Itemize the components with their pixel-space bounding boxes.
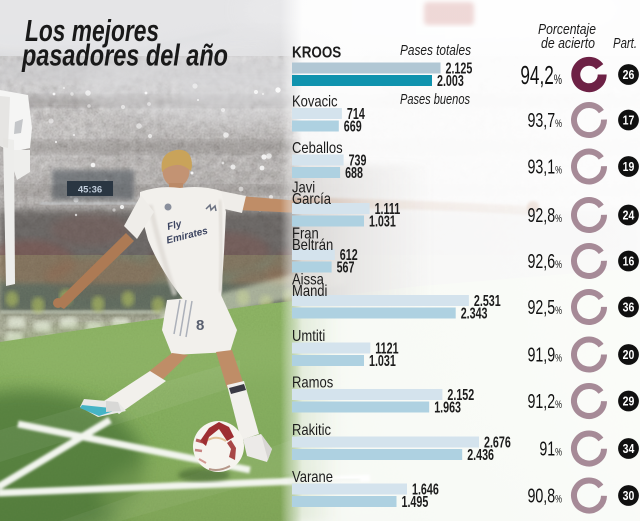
svg-text:2.531: 2.531 (474, 292, 501, 310)
svg-text:36: 36 (623, 301, 635, 315)
svg-text:García: García (292, 191, 331, 208)
svg-text:20: 20 (623, 348, 635, 362)
svg-text:de acierto: de acierto (541, 35, 595, 52)
svg-text:688: 688 (345, 164, 363, 182)
svg-text:1.111: 1.111 (375, 200, 401, 218)
svg-text:Fran: Fran (292, 226, 319, 243)
svg-text:739: 739 (349, 151, 367, 169)
svg-text:92,6%: 92,6% (528, 249, 563, 272)
svg-text:91,9%: 91,9% (528, 343, 563, 366)
svg-text:Umtiti: Umtiti (292, 328, 325, 345)
svg-text:29: 29 (623, 395, 635, 409)
svg-text:Kovacic: Kovacic (292, 94, 338, 111)
svg-text:Ceballos: Ceballos (292, 140, 343, 157)
svg-text:Ramos: Ramos (292, 375, 333, 392)
svg-text:Rakitic: Rakitic (292, 422, 331, 439)
svg-text:Beltrán: Beltrán (292, 237, 333, 254)
svg-text:92,8%: 92,8% (528, 203, 563, 226)
svg-text:669: 669 (344, 117, 362, 135)
svg-text:16: 16 (623, 255, 635, 269)
svg-text:1121: 1121 (375, 339, 399, 357)
svg-text:90,8%: 90,8% (528, 484, 563, 507)
svg-text:34: 34 (623, 442, 635, 456)
svg-text:91,2%: 91,2% (528, 389, 563, 412)
svg-text:Mandi: Mandi (292, 283, 327, 300)
svg-text:pasadores del año: pasadores del año (21, 39, 228, 73)
svg-text:2.436: 2.436 (467, 446, 494, 464)
svg-text:24: 24 (623, 209, 635, 223)
svg-text:2.152: 2.152 (447, 386, 474, 404)
svg-text:Pases totales: Pases totales (400, 42, 471, 59)
svg-text:2.125: 2.125 (446, 59, 473, 77)
svg-text:2.676: 2.676 (484, 433, 511, 451)
svg-text:1.646: 1.646 (412, 480, 439, 498)
svg-text:19: 19 (623, 160, 635, 174)
svg-text:1.495: 1.495 (402, 493, 429, 511)
svg-text:Pases buenos: Pases buenos (400, 91, 470, 108)
svg-text:2.343: 2.343 (461, 304, 488, 322)
svg-text:Part.: Part. (613, 35, 637, 52)
svg-text:17: 17 (623, 114, 635, 128)
svg-text:714: 714 (347, 105, 365, 123)
svg-text:30: 30 (623, 489, 635, 503)
svg-text:Aissa: Aissa (292, 272, 324, 289)
svg-text:2.003: 2.003 (437, 72, 464, 90)
svg-text:612: 612 (340, 246, 358, 264)
svg-text:Porcentaje: Porcentaje (538, 21, 596, 38)
svg-text:1.963: 1.963 (434, 398, 461, 416)
svg-text:KROOS: KROOS (292, 45, 341, 62)
svg-text:92,5%: 92,5% (528, 295, 563, 318)
svg-text:567: 567 (337, 258, 355, 276)
svg-text:26: 26 (623, 68, 635, 82)
svg-text:1.031: 1.031 (369, 212, 396, 230)
svg-text:Los mejores: Los mejores (25, 14, 159, 48)
svg-text:Varane: Varane (292, 469, 333, 486)
svg-text:1.031: 1.031 (369, 352, 396, 370)
svg-text:93,1%: 93,1% (528, 155, 563, 178)
svg-text:93,7%: 93,7% (528, 108, 563, 131)
svg-text:Javi: Javi (292, 180, 315, 197)
